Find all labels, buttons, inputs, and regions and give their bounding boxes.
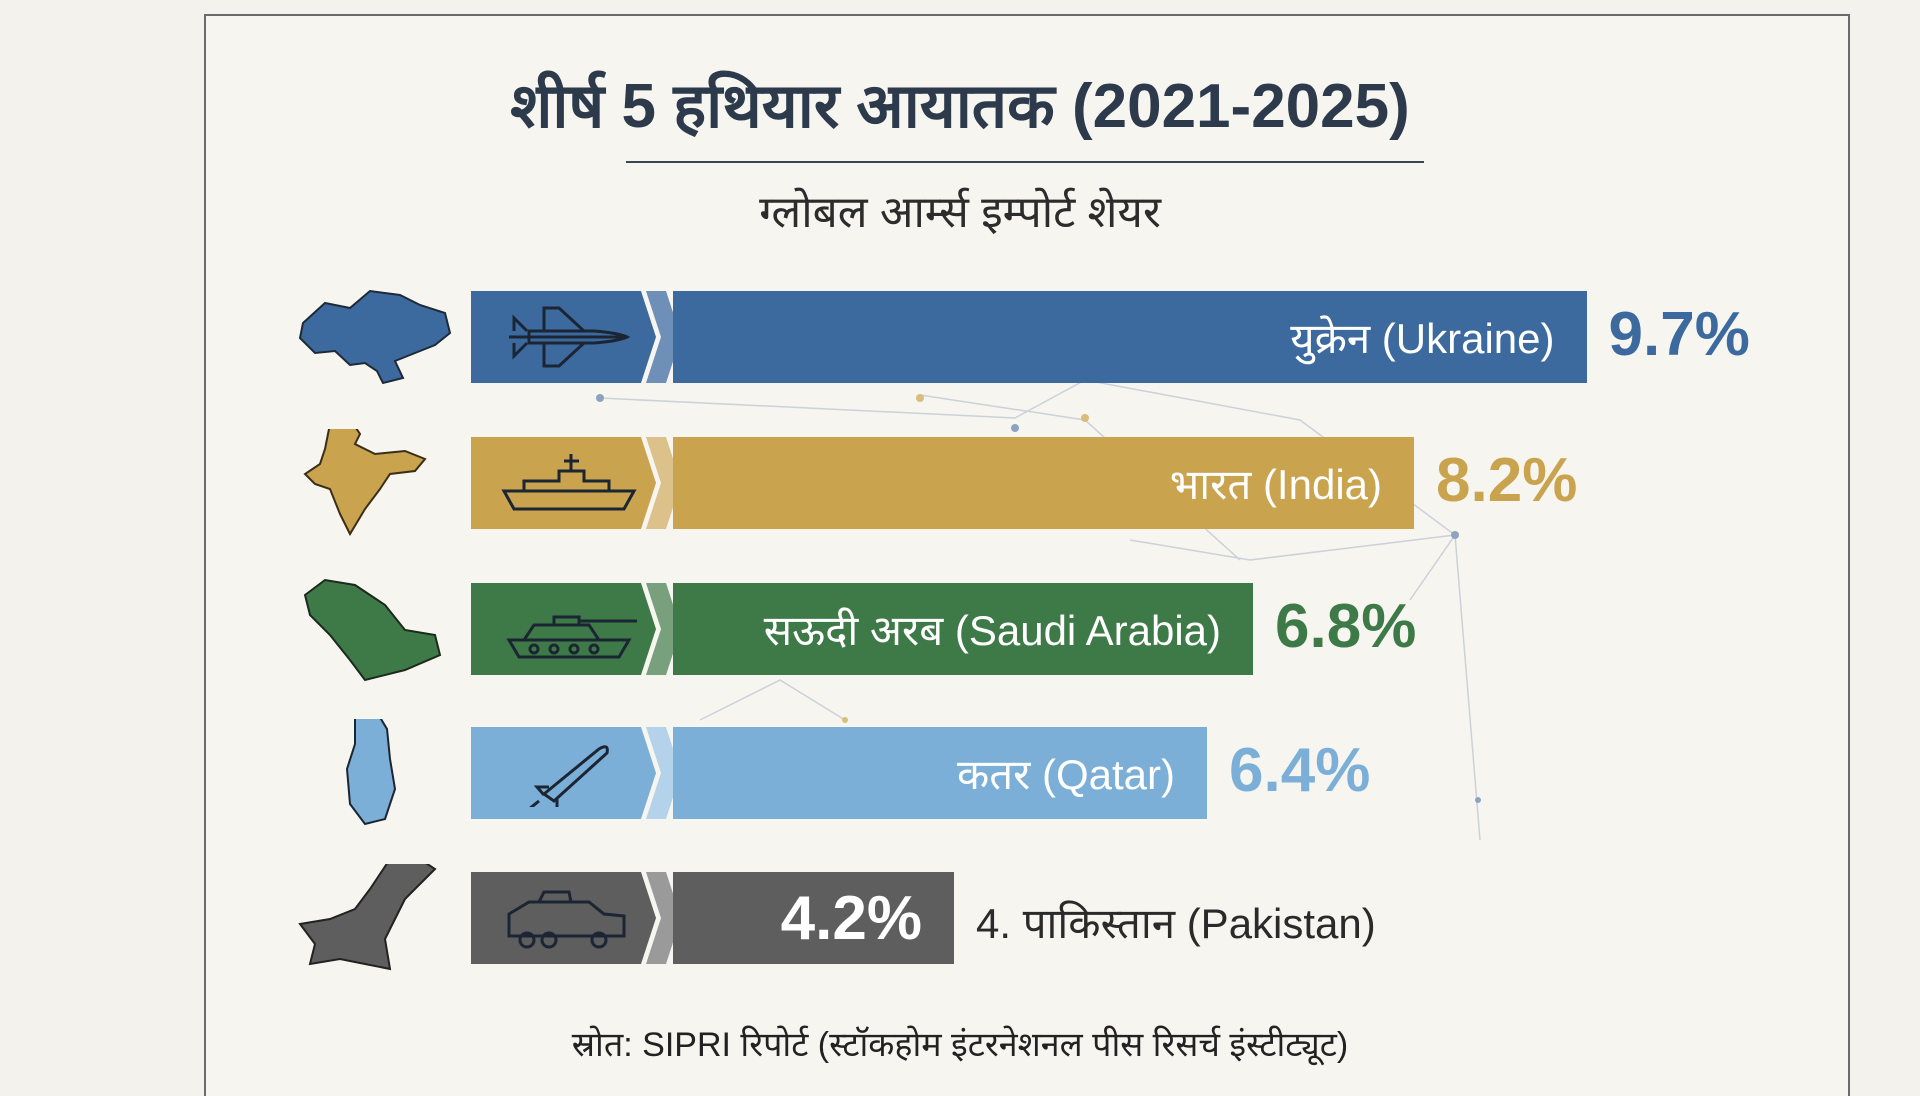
pakistan-map-icon — [298, 864, 437, 971]
bar-ukraine: युक्रेन (Ukraine) — [673, 291, 1587, 383]
tank-icon — [506, 615, 637, 659]
icon-segment — [471, 583, 673, 675]
armored-vehicle-icon — [507, 890, 626, 949]
bar-label: 4. पाकिस्तान (Pakistan) — [976, 900, 1376, 947]
bar-row-pakistan: 4.2% 4. पाकिस्तान (Pakistan) — [0, 864, 1920, 971]
icon-segment — [471, 291, 673, 383]
value-label: 6.8% — [1275, 592, 1417, 661]
bar-label: युक्रेन (Ukraine) — [1290, 314, 1555, 362]
title-divider — [626, 161, 1424, 163]
value-label: 9.7% — [1608, 300, 1750, 369]
bar-india: भारत (India) — [673, 437, 1414, 529]
india-map-icon — [303, 429, 427, 537]
bar-row-ukraine: युक्रेन (Ukraine) 9.7% — [0, 289, 1920, 385]
bar-qatar: कतर (Qatar) — [673, 727, 1207, 819]
bar-saudi-arabia: सऊदी अरब (Saudi Arabia) — [673, 583, 1253, 675]
bar-label: सऊदी अरब (Saudi Arabia) — [763, 606, 1221, 654]
ukraine-map-icon — [298, 289, 452, 385]
bar-label: भारत (India) — [1169, 460, 1382, 508]
saudi-arabia-map-icon — [303, 578, 442, 682]
bar-label: कतर (Qatar) — [956, 750, 1175, 798]
icon-segment — [471, 872, 673, 964]
value-label: 4.2% — [780, 883, 922, 953]
bar-row-qatar: कतर (Qatar) 6.4% — [0, 719, 1920, 826]
bar-row-saudi-arabia: सऊदी अरब (Saudi Arabia) 6.8% — [0, 578, 1920, 682]
value-label: 6.4% — [1229, 736, 1371, 805]
bar-pakistan: 4.2% — [673, 872, 954, 964]
source-note: स्रोत: SIPRI रिपोर्ट (स्टॉकहोम इंटरनेशनल… — [571, 1026, 1349, 1064]
chart-title: शीर्ष 5 हथियार आयातक (2021-2025) — [510, 72, 1410, 141]
qatar-map-icon — [345, 719, 397, 826]
value-label: 8.2% — [1436, 446, 1578, 515]
icon-segment — [471, 437, 673, 529]
chart-subtitle: ग्लोबल आर्म्स इम्पोर्ट शेयर — [759, 188, 1161, 237]
warship-icon — [501, 454, 637, 511]
fighter-jet-icon — [509, 306, 631, 368]
missile-icon — [529, 745, 609, 807]
bar-row-india: भारत (India) 8.2% — [0, 429, 1920, 537]
icon-segment — [471, 727, 673, 819]
